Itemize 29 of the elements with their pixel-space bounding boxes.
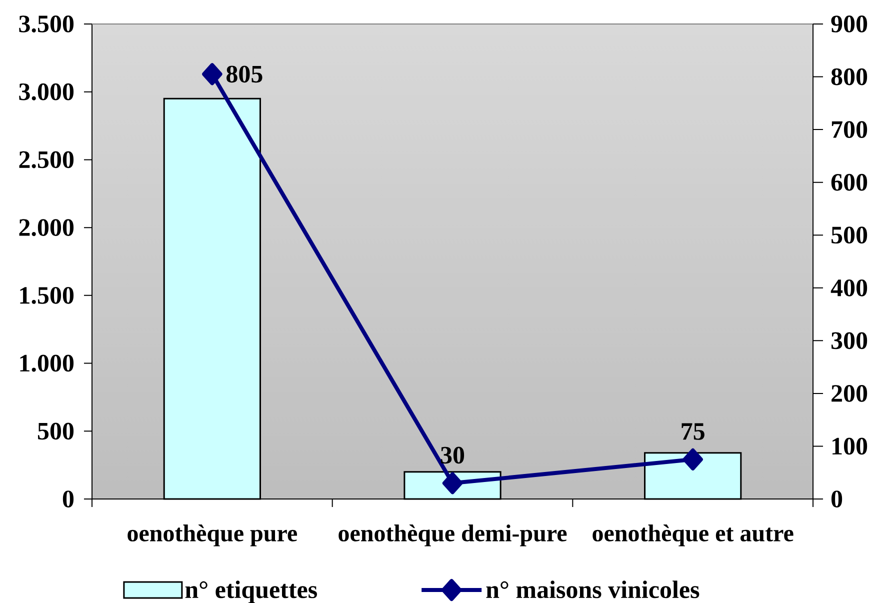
point — [202, 63, 222, 86]
point — [682, 448, 703, 470]
y-tick-label: 2.000 — [19, 219, 74, 236]
x-tick-label: oenothèque pure — [128, 524, 297, 546]
y-tick-label: 3.500 — [19, 16, 74, 32]
y2-tick-label: 400 — [830, 279, 868, 296]
y2-tick-label: 0 — [831, 490, 842, 508]
y2-tick-label: 200 — [832, 385, 868, 402]
legend-label: n° etiquettes — [185, 580, 317, 603]
y-tick-label: 2.500 — [19, 151, 74, 168]
y2-tick-label: 300 — [831, 332, 868, 350]
y-tick-label: 0 — [62, 490, 74, 508]
y2-tick-label: 800 — [831, 68, 868, 86]
data-label: 75 — [682, 423, 704, 440]
x-tick-label: oenothèque demi-pure — [338, 524, 567, 546]
legend-label: n° maisons vinicoles — [486, 580, 700, 598]
y-tick-label: 1.500 — [20, 286, 74, 304]
y-tick-label: 1.000 — [20, 354, 74, 372]
x-tick-label: oenothèque et autre — [592, 524, 794, 546]
y2-tick-label: 900 — [831, 16, 868, 32]
y2-tick-label: 500 — [832, 226, 868, 244]
y-tick-label: 500 — [38, 422, 74, 440]
y2-tick-label: 100 — [832, 438, 868, 455]
data-label: 805 — [226, 66, 262, 83]
point — [442, 472, 463, 494]
y2-tick-label: 700 — [832, 121, 868, 138]
data-label: 30 — [440, 446, 464, 464]
y-tick-label: 3.000 — [19, 83, 74, 100]
y2-tick-label: 600 — [831, 174, 868, 191]
